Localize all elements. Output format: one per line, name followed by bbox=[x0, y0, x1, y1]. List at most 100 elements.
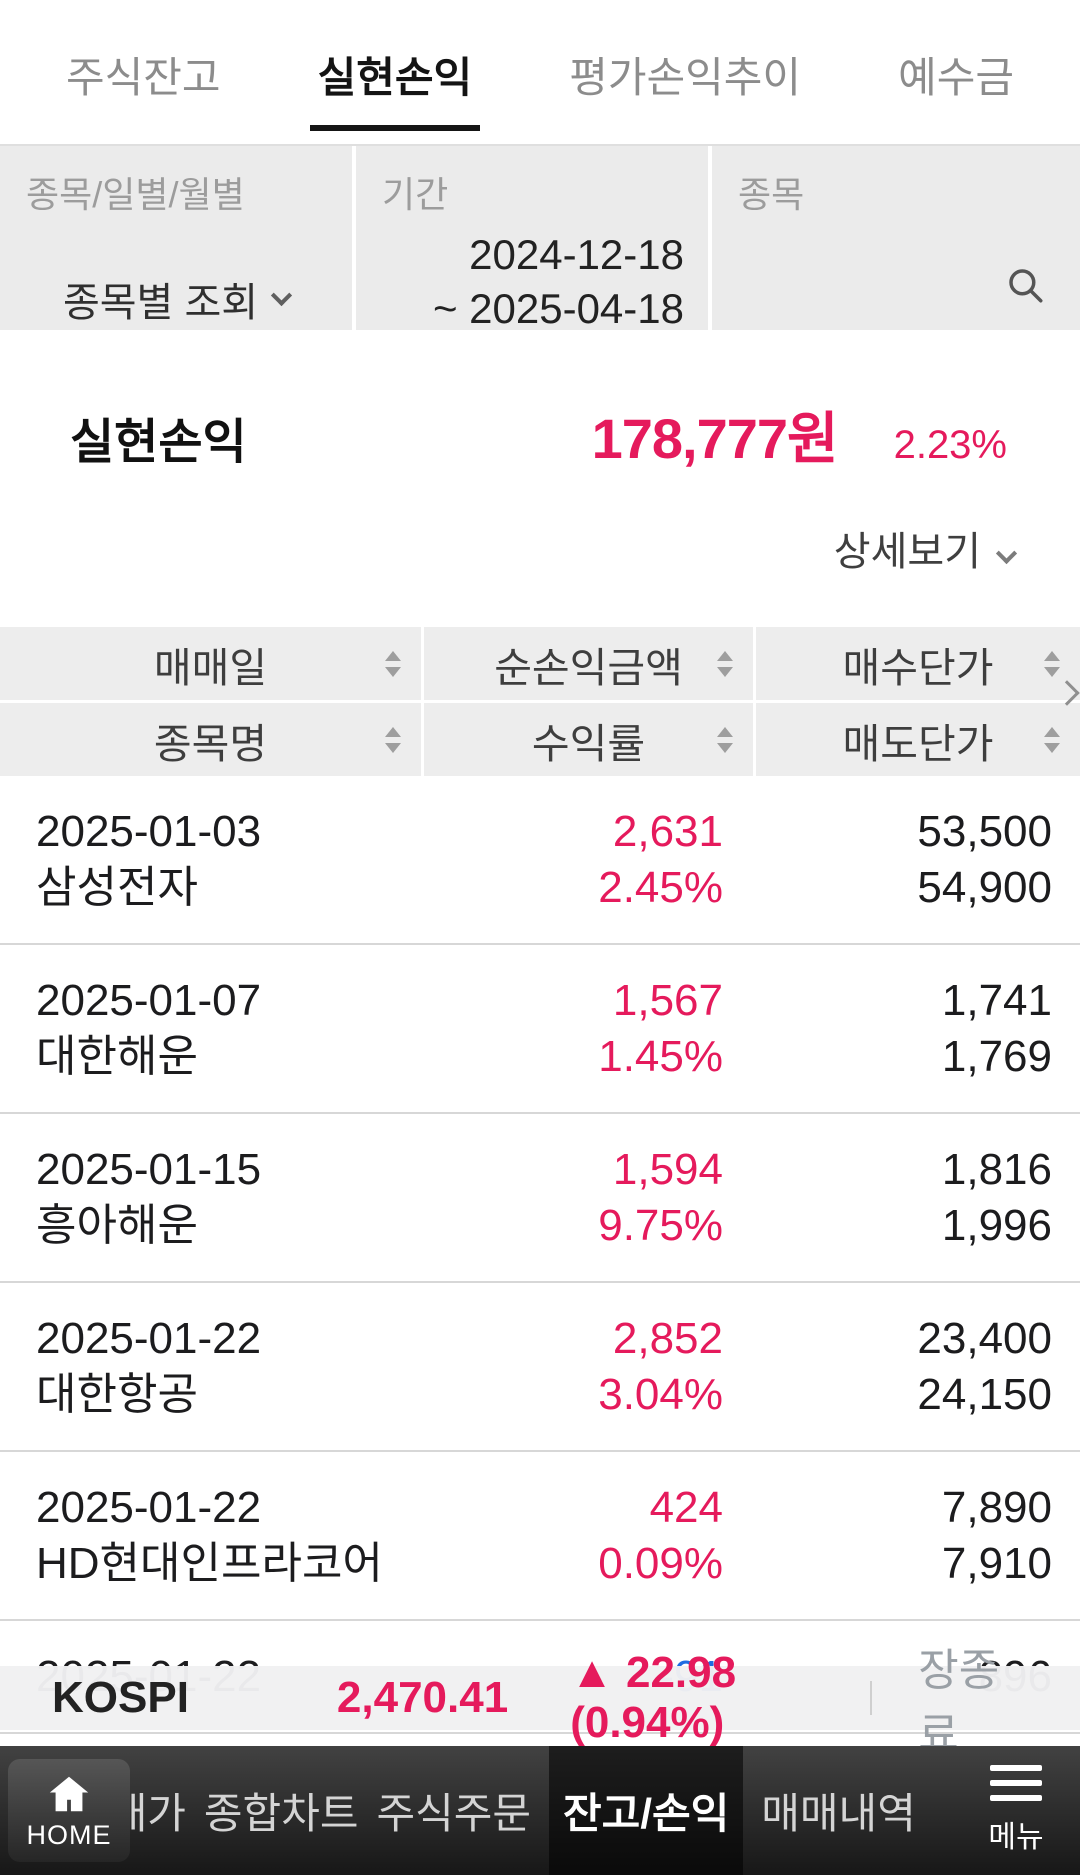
stock-filter[interactable]: 종목 bbox=[712, 146, 1080, 330]
stock-name: 흥아해운 bbox=[36, 1201, 198, 1250]
trade-date: 2025-01-15 bbox=[36, 1145, 262, 1194]
index-name: KOSPI bbox=[52, 1673, 189, 1722]
table-row[interactable]: 2025-01-22 HD현대인프라코어 424 0.09% 7,890 7,9… bbox=[0, 1452, 1080, 1621]
net-profit: 2,631 bbox=[612, 807, 723, 856]
tab-realized-pnl[interactable]: 실현손익 bbox=[309, 44, 481, 131]
chevron-down-icon bbox=[270, 284, 293, 306]
return-rate: 1.45% bbox=[598, 1032, 723, 1081]
chevron-down-icon bbox=[995, 542, 1018, 565]
buy-price: 1,741 bbox=[941, 976, 1052, 1025]
table-row[interactable]: 2025-01-07 대한해운 1,567 1.45% 1,741 1,769 bbox=[0, 945, 1080, 1114]
header-sell-price[interactable]: 매도단가 bbox=[756, 703, 1080, 776]
period-label: 기간 bbox=[382, 174, 449, 215]
return-rate: 9.75% bbox=[598, 1201, 723, 1250]
net-profit: 1,567 bbox=[612, 976, 723, 1025]
view-type-value: 종목별 조회 bbox=[62, 281, 259, 325]
trade-date: 2025-01-07 bbox=[36, 976, 262, 1025]
nav-item-balance-pnl[interactable]: 잔고/손익 bbox=[549, 1746, 744, 1875]
divider bbox=[870, 1681, 873, 1715]
header-label: 종목명 bbox=[153, 720, 268, 767]
trade-date: 2025-01-03 bbox=[36, 807, 262, 856]
nav-home-label: HOME bbox=[26, 1819, 112, 1850]
summary-section: 실현손익 178,777원 2.23% 상세보기 bbox=[0, 394, 1080, 574]
stock-name: 삼성전자 bbox=[36, 863, 198, 912]
nav-item-trade-history[interactable]: 매매내역 bbox=[761, 1790, 916, 1837]
trade-date: 2025-01-22 bbox=[36, 1314, 262, 1363]
header-return-rate[interactable]: 수익률 bbox=[424, 703, 753, 776]
index-value: 2,470.41 bbox=[336, 1673, 509, 1722]
period-start-date: 2024-12-18 bbox=[469, 231, 684, 278]
stock-name: HD현대인프라코어 bbox=[36, 1539, 383, 1588]
buy-price: 23,400 bbox=[917, 1314, 1052, 1363]
trade-date: 2025-01-22 bbox=[36, 1483, 262, 1532]
view-type-select[interactable]: 종목별 조회 bbox=[0, 270, 352, 328]
nav-item-chart[interactable]: 종합차트 bbox=[203, 1790, 359, 1837]
header-label: 매도단가 bbox=[842, 720, 994, 767]
trade-list: 2025-01-03 삼성전자 2,631 2.45% 53,500 54,90… bbox=[0, 776, 1080, 1734]
header-net-profit[interactable]: 순손익금액 bbox=[424, 627, 753, 700]
tab-valuation-pnl-trend[interactable]: 평가손익추이 bbox=[569, 54, 802, 101]
table-row[interactable]: 2025-01-15 흥아해운 1,594 9.75% 1,816 1,996 bbox=[0, 1114, 1080, 1283]
return-rate: 3.04% bbox=[598, 1370, 723, 1419]
summary-title: 실현손익 bbox=[70, 416, 247, 469]
sell-price: 7,910 bbox=[941, 1539, 1052, 1588]
tab-stock-balance[interactable]: 주식잔고 bbox=[66, 54, 221, 101]
nav-item-order[interactable]: 주식주문 bbox=[376, 1790, 532, 1837]
sort-icon[interactable] bbox=[385, 650, 401, 677]
home-icon bbox=[49, 1776, 89, 1811]
sort-icon[interactable] bbox=[1044, 726, 1060, 753]
buy-price: 1,816 bbox=[941, 1145, 1052, 1194]
header-label: 순손익금액 bbox=[494, 644, 683, 691]
net-profit: 2,852 bbox=[612, 1314, 723, 1363]
top-tab-bar: 주식잔고 실현손익 평가손익추이 예수금 bbox=[0, 0, 1080, 146]
filter-bar: 종목/일별/월별 종목별 조회 기간 2024-12-18 ~ 2025-04-… bbox=[0, 146, 1080, 332]
sort-icon[interactable] bbox=[1044, 650, 1060, 677]
header-label: 매수단가 bbox=[842, 644, 994, 691]
view-type-filter: 종목/일별/월별 종목별 조회 bbox=[0, 146, 352, 330]
header-trade-date[interactable]: 매매일 bbox=[0, 627, 421, 700]
sort-icon[interactable] bbox=[385, 726, 401, 753]
stock-name: 대한해운 bbox=[36, 1032, 198, 1081]
nav-menu-button[interactable]: 메뉴 bbox=[952, 1746, 1080, 1875]
menu-icon bbox=[990, 1765, 1042, 1801]
market-status: 장종료 bbox=[918, 1646, 1000, 1759]
scroll-right-icon[interactable] bbox=[1042, 679, 1080, 711]
nav-home-button[interactable]: HOME bbox=[8, 1759, 130, 1862]
period-range: 2024-12-18 ~ 2025-04-18 bbox=[356, 228, 708, 336]
net-profit: 424 bbox=[649, 1483, 723, 1532]
stock-label: 종목 bbox=[738, 174, 805, 215]
header-label: 매매일 bbox=[153, 644, 268, 691]
period-end-date: ~ 2025-04-18 bbox=[432, 284, 684, 332]
nav-item-current-price[interactable]: 현재가 bbox=[130, 1790, 186, 1837]
tab-deposit[interactable]: 예수금 bbox=[898, 54, 1014, 101]
detail-toggle[interactable]: 상세보기 bbox=[0, 519, 1080, 574]
sell-price: 1,996 bbox=[941, 1201, 1052, 1250]
detail-toggle-label: 상세보기 bbox=[833, 530, 981, 574]
realized-profit-rate: 2.23% bbox=[893, 423, 1007, 467]
header-stock-name[interactable]: 종목명 bbox=[0, 703, 421, 776]
index-change: ▲ 22.98 (0.94%) bbox=[570, 1648, 737, 1747]
sort-icon[interactable] bbox=[717, 726, 733, 753]
header-buy-price[interactable]: 매수단가 bbox=[756, 627, 1080, 700]
bottom-nav: HOME 현재가 종합차트 주식주문 잔고/손익 매매내역 메뉴 bbox=[0, 1746, 1080, 1875]
table-row[interactable]: 2025-01-03 삼성전자 2,631 2.45% 53,500 54,90… bbox=[0, 776, 1080, 945]
search-icon[interactable] bbox=[1004, 264, 1046, 306]
sell-price: 1,769 bbox=[941, 1032, 1052, 1081]
nav-menu-label: 메뉴 bbox=[988, 1821, 1044, 1854]
sort-icon[interactable] bbox=[717, 650, 733, 677]
header-label: 수익률 bbox=[531, 720, 646, 767]
period-filter[interactable]: 기간 2024-12-18 ~ 2025-04-18 bbox=[356, 146, 708, 332]
nav-strip: 현재가 종합차트 주식주문 잔고/손익 매매내역 bbox=[130, 1746, 952, 1875]
sell-price: 24,150 bbox=[917, 1370, 1052, 1419]
table-row[interactable]: 2025-01-22 대한항공 2,852 3.04% 23,400 24,15… bbox=[0, 1283, 1080, 1452]
buy-price: 7,890 bbox=[941, 1483, 1052, 1532]
realized-profit-amount: 178,777원 bbox=[591, 407, 839, 470]
return-rate: 0.09% bbox=[598, 1539, 723, 1588]
buy-price: 53,500 bbox=[917, 807, 1052, 856]
net-profit: 1,594 bbox=[612, 1145, 723, 1194]
kospi-ticker[interactable]: KOSPI 2,470.41 ▲ 22.98 (0.94%) 장종료 bbox=[0, 1646, 1080, 1759]
table-header: 매매일 순손익금액 매수단가 종목명 수익률 매도단가 bbox=[0, 627, 1080, 776]
return-rate: 2.45% bbox=[598, 863, 723, 912]
sell-price: 54,900 bbox=[917, 863, 1052, 912]
